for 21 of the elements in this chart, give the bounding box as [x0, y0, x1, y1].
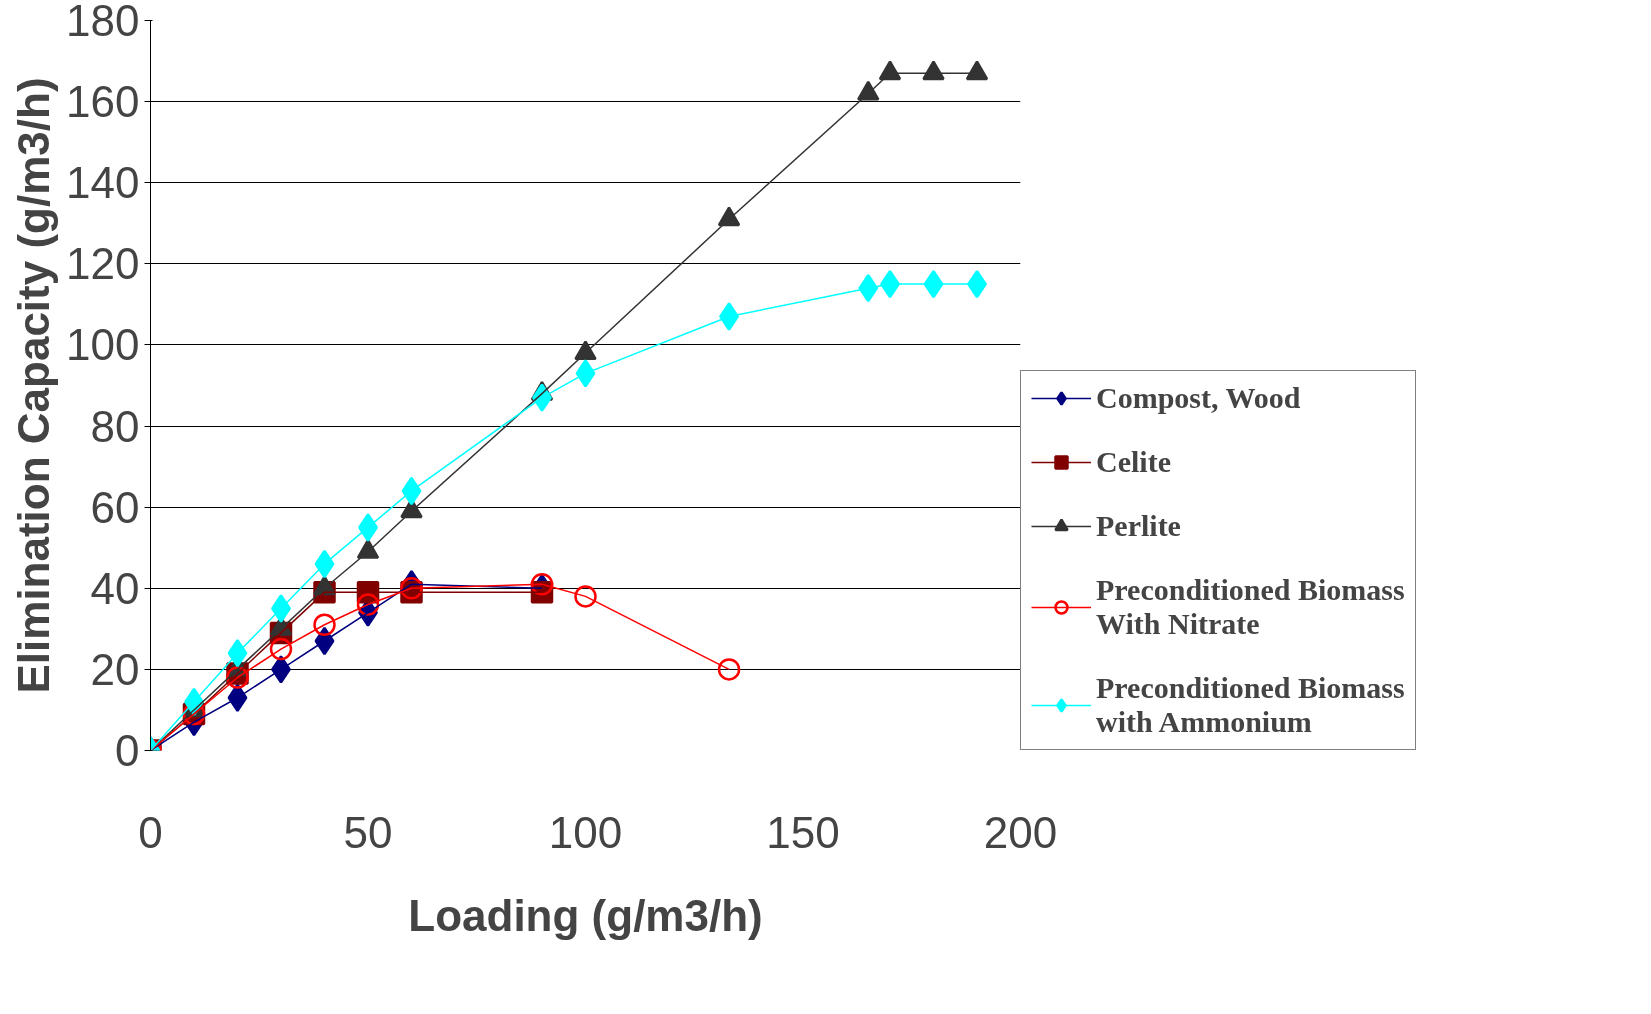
y-axis-title: Elimination Capacity (g/m3/h) [9, 77, 59, 694]
legend-label: Celite [1096, 445, 1171, 479]
x-tick-label: 150 [766, 807, 840, 857]
x-tick-label: 50 [343, 807, 393, 857]
y-tick-label: 20 [90, 644, 140, 694]
legend-label: Perlite [1096, 509, 1181, 543]
y-tick-label: 60 [90, 482, 140, 532]
y-tick-label: 40 [90, 563, 140, 613]
y-tick-label: 160 [66, 77, 140, 127]
y-tick-label: 100 [66, 320, 140, 370]
legend-label: Preconditioned Biomass With Nitrate [1096, 573, 1405, 641]
x-tick-label: 200 [983, 807, 1058, 857]
y-tick-label: 140 [66, 158, 140, 208]
legend-label: Preconditioned Biomass with Ammonium [1096, 671, 1405, 739]
legend-label: Compost, Wood [1096, 381, 1301, 415]
y-tick-label: 0 [115, 726, 140, 775]
y-tick-label: 80 [90, 401, 140, 451]
y-tick-label: 120 [66, 239, 140, 289]
y-tick-label: 180 [66, 0, 140, 45]
x-tick-label: 100 [548, 807, 623, 857]
x-axis-title: Loading (g/m3/h) [408, 890, 763, 940]
